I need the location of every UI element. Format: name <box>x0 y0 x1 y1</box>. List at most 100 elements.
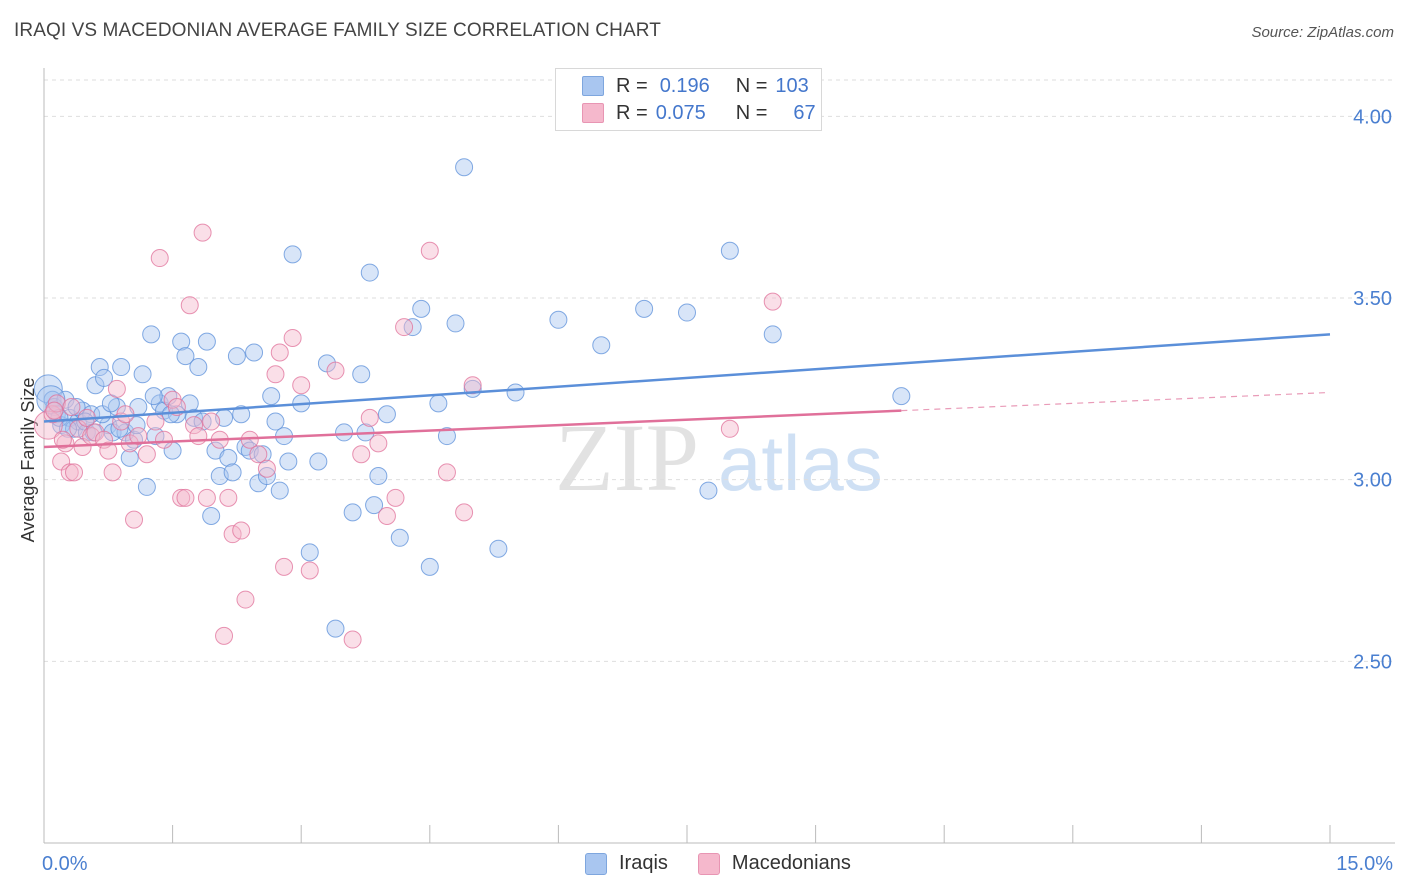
data-point <box>120 448 139 467</box>
data-point <box>125 510 144 529</box>
data-point <box>236 590 255 609</box>
data-point <box>360 263 379 282</box>
data-point <box>343 503 362 522</box>
data-point <box>90 358 109 377</box>
data-point <box>420 241 439 260</box>
data-point <box>352 445 371 464</box>
data-point <box>129 427 148 446</box>
data-point <box>270 481 289 500</box>
correlation-legend: R = 0.196 N = 103 R = 0.075 N = 67 <box>555 68 822 131</box>
data-point <box>60 463 79 482</box>
data-point <box>369 467 388 486</box>
data-point <box>232 405 251 424</box>
legend-item-iraqis[interactable]: Iraqis <box>585 852 668 875</box>
data-point <box>390 528 409 547</box>
data-point <box>763 325 782 344</box>
data-point <box>176 347 195 366</box>
data-point <box>137 477 156 496</box>
legend-swatch-macedonians <box>582 103 604 123</box>
data-point <box>142 325 161 344</box>
data-point <box>720 241 739 260</box>
y-tick-label: 3.00 <box>1353 470 1392 492</box>
y-axis-label: Average Family Size <box>18 378 38 543</box>
legend-swatch-macedonians <box>697 852 720 875</box>
data-point <box>99 441 118 460</box>
legend-n-value: 103 <box>775 74 809 97</box>
data-point <box>292 376 311 395</box>
data-point <box>369 434 388 453</box>
series-legend: Iraqis Macedonians <box>585 852 881 875</box>
x-tick-label: 0.0% <box>42 853 88 875</box>
data-point <box>412 299 431 318</box>
source-label: Source: ZipAtlas.com <box>1251 24 1394 41</box>
legend-r-label: R = <box>616 101 648 124</box>
data-point <box>326 619 345 638</box>
legend-swatch-iraqis <box>582 76 604 96</box>
data-point <box>275 557 294 576</box>
data-point <box>266 412 285 431</box>
legend-n-label: N = <box>735 101 768 124</box>
data-point <box>279 452 298 471</box>
data-point <box>197 488 216 507</box>
y-tick-label: 2.50 <box>1353 651 1392 673</box>
legend-swatch-iraqis <box>585 852 607 875</box>
data-point <box>892 387 911 406</box>
data-point <box>377 507 396 525</box>
data-point <box>283 328 302 347</box>
data-point <box>133 365 152 384</box>
data-point <box>65 463 84 482</box>
data-point <box>352 365 371 384</box>
data-point <box>253 445 272 464</box>
legend-row-iraqis: R = 0.196 N = 103 <box>582 75 809 97</box>
data-point <box>262 387 281 406</box>
data-point <box>116 405 135 424</box>
data-point <box>189 427 208 446</box>
data-point <box>437 463 456 482</box>
data-point <box>215 626 234 645</box>
legend-r-value: 0.075 <box>655 101 706 124</box>
data-point <box>112 358 131 377</box>
data-point <box>257 467 276 486</box>
data-point <box>53 430 72 449</box>
data-point <box>395 318 414 337</box>
data-point <box>309 452 328 471</box>
data-point <box>232 521 251 540</box>
data-point <box>455 503 474 522</box>
legend-n-label: N = <box>735 74 768 97</box>
data-point <box>446 314 465 333</box>
data-point <box>420 557 439 576</box>
data-point <box>763 292 782 311</box>
data-point <box>219 448 238 467</box>
watermark-atlas: atlas <box>718 419 883 507</box>
data-point <box>193 223 212 242</box>
data-point <box>506 383 525 402</box>
legend-label-macedonians: Macedonians <box>731 852 851 874</box>
legend-item-macedonians[interactable]: Macedonians <box>697 852 851 875</box>
data-point <box>377 405 396 424</box>
data-point <box>429 394 448 413</box>
data-point <box>176 488 195 507</box>
data-point <box>300 561 319 580</box>
data-point <box>202 412 221 431</box>
data-point <box>592 336 611 355</box>
data-point <box>489 539 508 558</box>
trend-line-extension <box>901 391 1331 412</box>
data-point <box>180 296 199 315</box>
data-point <box>47 394 66 413</box>
y-tick-label: 3.50 <box>1353 288 1392 310</box>
data-point <box>223 463 242 482</box>
series-macedonians <box>33 223 782 649</box>
data-point <box>189 358 208 377</box>
legend-r-value: 0.196 <box>659 74 710 97</box>
chart-title: IRAQI VS MACEDONIAN AVERAGE FAMILY SIZE … <box>14 20 661 41</box>
legend-n-value: 67 <box>793 101 816 124</box>
data-point <box>283 245 302 264</box>
data-point <box>155 430 174 449</box>
data-point <box>107 379 126 398</box>
data-point <box>343 630 362 649</box>
y-tick-label: 4.00 <box>1353 106 1392 128</box>
data-point <box>699 481 718 500</box>
data-point <box>185 416 204 435</box>
data-point <box>270 343 289 362</box>
